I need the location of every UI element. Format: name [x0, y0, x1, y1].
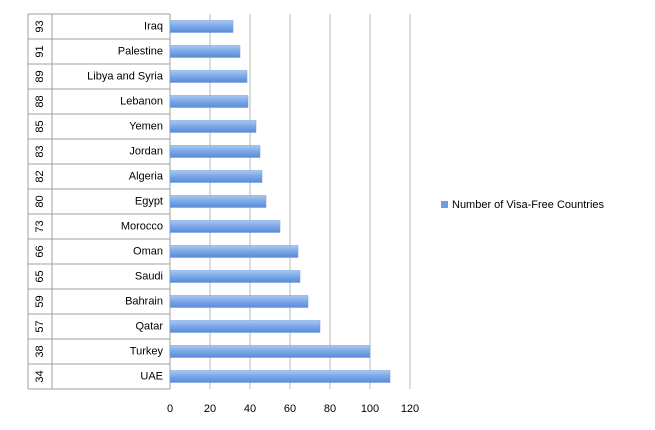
category-label: Libya and Syria [87, 70, 164, 82]
bar [169, 245, 299, 258]
legend-swatch [441, 201, 448, 208]
bar [169, 295, 309, 308]
x-tick-label: 20 [204, 403, 216, 415]
bar [169, 220, 281, 233]
rank-label: 65 [34, 270, 46, 282]
rank-label: 66 [34, 245, 46, 257]
category-label: Lebanon [120, 95, 163, 107]
category-label: Saudi [135, 270, 163, 282]
category-label: Bahrain [125, 295, 163, 307]
category-label: Morocco [121, 220, 163, 232]
category-label: Iraq [144, 20, 163, 32]
bar [169, 145, 261, 158]
category-label: Algeria [129, 170, 164, 182]
category-label: Qatar [135, 320, 163, 332]
bar [169, 20, 234, 33]
rank-label: 34 [34, 370, 46, 382]
rank-label: 73 [34, 220, 46, 232]
bar [169, 95, 249, 108]
x-tick-label: 120 [401, 403, 419, 415]
x-tick-label: 60 [284, 403, 296, 415]
x-tick-label: 80 [324, 403, 336, 415]
bar [169, 370, 391, 383]
rank-label: 89 [34, 70, 46, 82]
bar [169, 45, 241, 58]
category-label: UAE [140, 370, 163, 382]
rank-label: 93 [34, 20, 46, 32]
rank-label: 83 [34, 145, 46, 157]
rank-label: 38 [34, 345, 46, 357]
rank-label: 82 [34, 170, 46, 182]
x-tick-label: 40 [244, 403, 256, 415]
x-tick-label: 0 [167, 403, 173, 415]
bar [169, 270, 301, 283]
bar [169, 195, 267, 208]
bar [169, 120, 257, 133]
bar [169, 70, 248, 83]
category-label: Jordan [129, 145, 163, 157]
rank-label: 85 [34, 120, 46, 132]
rank-label: 88 [34, 95, 46, 107]
category-label: Palestine [118, 45, 163, 57]
category-label: Oman [133, 245, 163, 257]
rank-label: 80 [34, 195, 46, 207]
bar [169, 345, 371, 358]
rank-label: 59 [34, 295, 46, 307]
category-label: Egypt [135, 195, 163, 207]
rank-label: 57 [34, 320, 46, 332]
category-label: Yemen [129, 120, 163, 132]
legend-label: Number of Visa-Free Countries [452, 199, 605, 211]
rank-label: 91 [34, 45, 46, 57]
category-label: Turkey [130, 345, 164, 357]
x-tick-label: 100 [361, 403, 379, 415]
bar [169, 170, 263, 183]
bar [169, 320, 321, 333]
